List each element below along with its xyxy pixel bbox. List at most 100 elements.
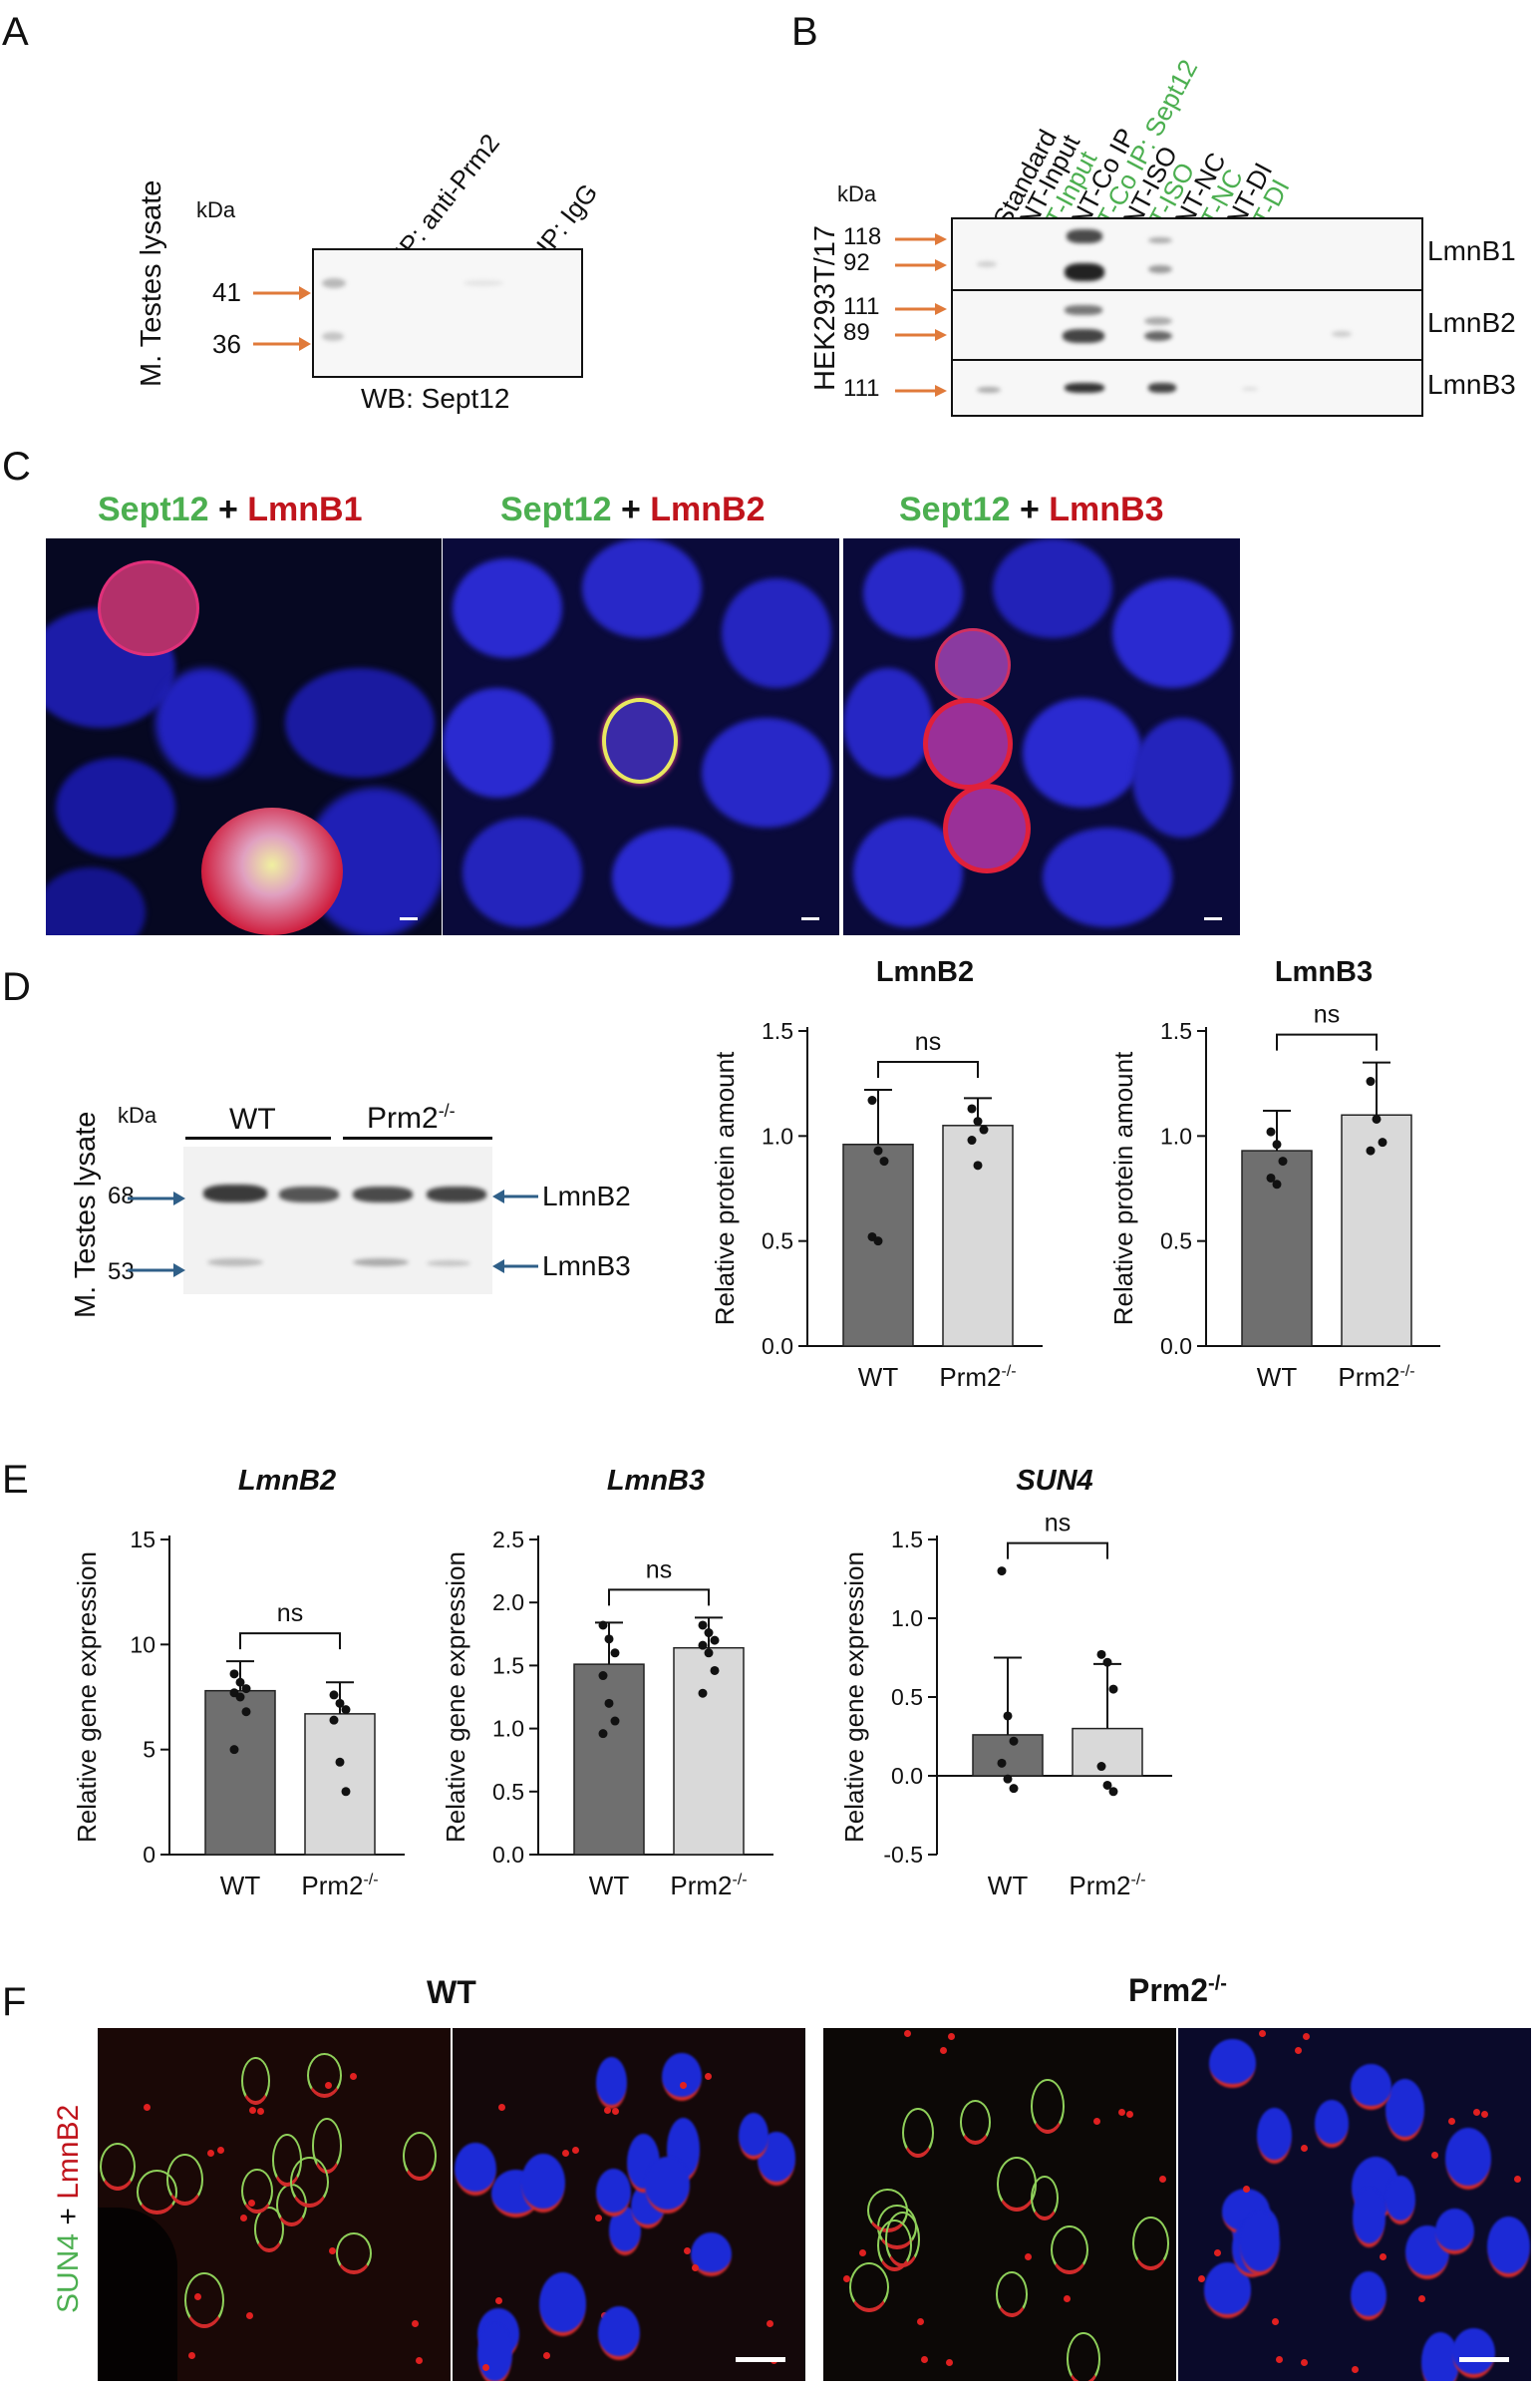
spermatid-outline	[253, 2207, 284, 2252]
nucleus	[1352, 2187, 1386, 2248]
data-point	[1003, 1711, 1013, 1721]
panel-letter-b: B	[791, 10, 818, 54]
bar-1	[1341, 1114, 1412, 1347]
y-tick-label: 2.0	[492, 1589, 524, 1615]
nucleus	[598, 2306, 640, 2360]
x-tick-label: WT	[220, 1871, 261, 1900]
data-point	[610, 1648, 620, 1658]
data-point	[1272, 1180, 1282, 1190]
red-spot	[1025, 2253, 1033, 2261]
data-point	[710, 1665, 720, 1675]
bar-0	[573, 1663, 645, 1856]
nucleus	[520, 2153, 565, 2213]
spermatid-outline	[996, 2271, 1029, 2317]
red-spot	[1198, 2275, 1206, 2283]
red-spot	[1158, 2176, 1166, 2184]
y-tick-label: 1.0	[762, 1123, 793, 1149]
significance-label: ns	[915, 1028, 941, 1056]
y-tick-label: 0.0	[1160, 1333, 1192, 1359]
red-spot	[916, 2318, 924, 2326]
data-point	[1266, 1173, 1276, 1183]
nucleus	[455, 2143, 496, 2196]
data-point	[704, 1628, 714, 1638]
spermatid-outline	[959, 2099, 991, 2145]
micrograph-title-lmnb2: Sept12 + LmnB2	[500, 491, 766, 528]
bar-1	[304, 1713, 376, 1856]
bar-1	[1072, 1727, 1143, 1777]
micrograph-wt-merge	[453, 2028, 805, 2381]
data-point	[329, 1715, 339, 1725]
data-point	[873, 1236, 883, 1246]
y-tick-label: 0	[143, 1842, 155, 1868]
micrograph-wt-sun4-lmnb2	[98, 2028, 451, 2381]
data-point	[873, 1146, 883, 1156]
y-tick-label: 1.0	[492, 1716, 524, 1742]
marker-arrows	[253, 286, 311, 351]
significance-bracket	[1007, 1541, 1108, 1559]
panel-f-title-wt: WT	[427, 1974, 476, 2010]
spermatid-outline	[289, 2156, 329, 2208]
x-tick-label: Prm2-/-	[670, 1871, 747, 1900]
x-tick-label: WT	[1257, 1362, 1298, 1392]
red-spot	[1431, 2151, 1439, 2159]
micrograph-sept12-lmnb1	[46, 538, 442, 935]
data-point	[241, 1707, 251, 1717]
western-blot-d	[183, 1147, 492, 1294]
red-spot	[704, 2072, 712, 2080]
spermatid-outline	[1066, 2332, 1100, 2381]
significance-bracket	[877, 1060, 979, 1078]
data-point	[1096, 1762, 1106, 1772]
marker-label-41: 41	[212, 277, 241, 307]
data-point	[967, 1104, 977, 1114]
data-point	[235, 1677, 245, 1687]
bar-0	[972, 1734, 1044, 1777]
data-point	[329, 1690, 339, 1700]
panel-d-kda-label: kDa	[118, 1103, 157, 1128]
spermatid-outline	[183, 2272, 224, 2328]
significance-label: ns	[1314, 1001, 1340, 1029]
red-spot	[594, 2215, 602, 2222]
panel-a-kda-label: kDa	[196, 197, 236, 222]
red-spot	[1472, 2109, 1480, 2117]
nucleus	[1487, 2217, 1531, 2277]
red-spot	[947, 2032, 955, 2040]
data-point	[341, 1787, 351, 1797]
red-spot	[349, 2072, 357, 2080]
red-spot	[216, 2147, 224, 2155]
data-point	[1278, 1157, 1288, 1167]
red-spot	[1117, 2109, 1125, 2117]
x-tick-label: Prm2-/-	[301, 1871, 378, 1900]
red-spot	[1380, 2253, 1387, 2261]
red-spot	[1513, 2176, 1521, 2184]
data-point	[604, 1698, 614, 1708]
y-tick-label: 0.0	[891, 1763, 923, 1789]
panel-letter-f: F	[2, 1980, 27, 2024]
bar-1	[673, 1646, 745, 1856]
western-blot-lmnb3	[951, 359, 1423, 417]
spermatid-outline	[402, 2131, 437, 2181]
group-bracket-wt	[185, 1137, 331, 1140]
red-spot	[187, 2352, 195, 2360]
y-axis-label: Relative gene expression	[839, 1551, 869, 1843]
significance-label: ns	[277, 1599, 303, 1627]
chart-e-sun4: SUN4 Relative gene expression -0.5 0.0 0.5 1.…	[839, 1465, 1172, 1900]
chart-title: LmnB3	[1275, 956, 1373, 988]
red-spot	[920, 2355, 928, 2363]
red-spot	[1301, 2145, 1309, 2153]
nucleus	[1257, 2108, 1293, 2164]
y-tick-label: 0.5	[492, 1779, 524, 1805]
chart-d-lmnb3: LmnB3 Relative protein amount 0.0 0.5 1.0 1.5…	[1108, 956, 1440, 1392]
y-tick-label: 10	[130, 1631, 155, 1657]
spermatid-outline	[1030, 2176, 1059, 2221]
red-spot	[683, 2246, 691, 2254]
data-point	[335, 1757, 345, 1767]
micrograph-sept12-lmnb2	[443, 538, 839, 935]
band-label-lmnb2: LmnB2	[542, 1181, 631, 1211]
chart-e-lmnb3: LmnB3 Relative gene expression 0.0 0.5 1.0 1.…	[441, 1465, 773, 1900]
x-tick-label: WT	[858, 1362, 899, 1392]
spermatid-outline	[307, 2052, 343, 2098]
data-point	[1378, 1138, 1387, 1148]
marker-label-LmnB1-92: 92	[843, 249, 870, 276]
significance-label: ns	[646, 1555, 672, 1583]
panel-b-side-label: HEK293T/17	[809, 224, 841, 391]
